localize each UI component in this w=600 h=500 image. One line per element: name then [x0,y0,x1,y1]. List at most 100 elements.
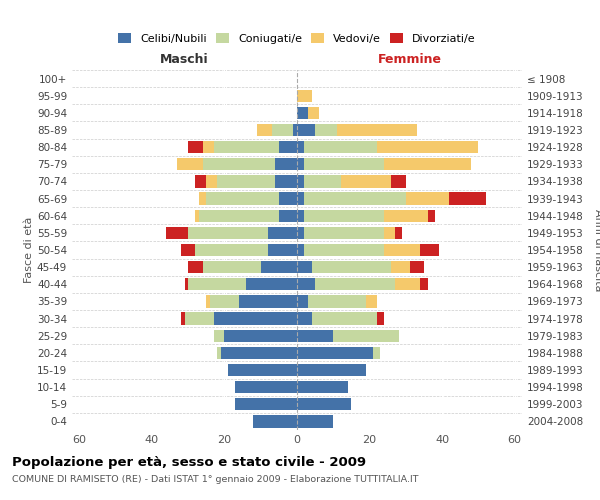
Bar [203,141,214,154]
Bar [185,312,214,324]
Bar [196,244,268,256]
Bar [203,158,275,170]
Bar [384,210,428,222]
Bar [235,398,297,410]
Bar [304,176,341,188]
Bar [311,312,377,324]
Bar [304,141,377,154]
Bar [275,176,297,188]
Bar [428,210,435,222]
Bar [373,346,380,359]
Bar [297,346,373,359]
Bar [311,261,391,274]
Bar [275,158,297,170]
Bar [166,226,188,239]
Bar [297,106,308,119]
Bar [297,124,315,136]
Bar [308,296,366,308]
Bar [297,261,311,274]
Bar [297,192,304,204]
Bar [181,312,185,324]
Bar [181,244,196,256]
Bar [239,296,297,308]
Bar [279,141,297,154]
Bar [177,158,203,170]
Bar [214,141,279,154]
Bar [257,124,272,136]
Bar [315,278,395,290]
Bar [214,330,224,342]
Bar [253,416,297,428]
Bar [293,124,297,136]
Bar [304,192,406,204]
Bar [297,226,304,239]
Bar [185,278,188,290]
Bar [304,210,384,222]
Text: Femmine: Femmine [377,54,442,66]
Bar [246,278,297,290]
Bar [406,192,449,204]
Bar [188,278,246,290]
Legend: Celibi/Nubili, Coniugati/e, Vedovi/e, Divorziati/e: Celibi/Nubili, Coniugati/e, Vedovi/e, Di… [114,29,480,48]
Bar [333,330,398,342]
Bar [297,330,333,342]
Bar [308,106,319,119]
Bar [272,124,293,136]
Text: COMUNE DI RAMISETO (RE) - Dati ISTAT 1° gennaio 2009 - Elaborazione TUTTITALIA.I: COMUNE DI RAMISETO (RE) - Dati ISTAT 1° … [12,475,419,484]
Bar [206,176,217,188]
Bar [203,261,261,274]
Bar [395,278,421,290]
Bar [449,192,486,204]
Bar [188,141,203,154]
Bar [297,158,304,170]
Bar [188,226,268,239]
Bar [297,244,304,256]
Bar [315,124,337,136]
Bar [196,176,206,188]
Bar [391,176,406,188]
Bar [228,364,297,376]
Bar [384,226,395,239]
Bar [297,278,315,290]
Bar [409,261,424,274]
Bar [304,226,384,239]
Bar [199,192,206,204]
Bar [377,141,478,154]
Bar [337,124,417,136]
Bar [188,261,203,274]
Bar [341,176,391,188]
Bar [297,364,366,376]
Bar [297,381,348,394]
Bar [217,346,221,359]
Bar [391,261,409,274]
Bar [214,312,297,324]
Bar [297,296,308,308]
Bar [384,244,421,256]
Bar [297,398,352,410]
Bar [421,278,428,290]
Bar [268,244,297,256]
Bar [261,261,297,274]
Bar [297,141,304,154]
Bar [268,226,297,239]
Bar [196,210,199,222]
Bar [206,192,279,204]
Bar [221,346,297,359]
Bar [297,90,311,102]
Bar [224,330,297,342]
Bar [210,296,239,308]
Bar [377,312,384,324]
Bar [279,210,297,222]
Text: Maschi: Maschi [160,54,209,66]
Bar [297,312,311,324]
Y-axis label: Anni di nascita: Anni di nascita [593,209,600,291]
Bar [279,192,297,204]
Bar [366,296,377,308]
Bar [217,176,275,188]
Bar [297,176,304,188]
Bar [304,158,384,170]
Bar [297,416,333,428]
Bar [384,158,471,170]
Bar [421,244,439,256]
Bar [395,226,402,239]
